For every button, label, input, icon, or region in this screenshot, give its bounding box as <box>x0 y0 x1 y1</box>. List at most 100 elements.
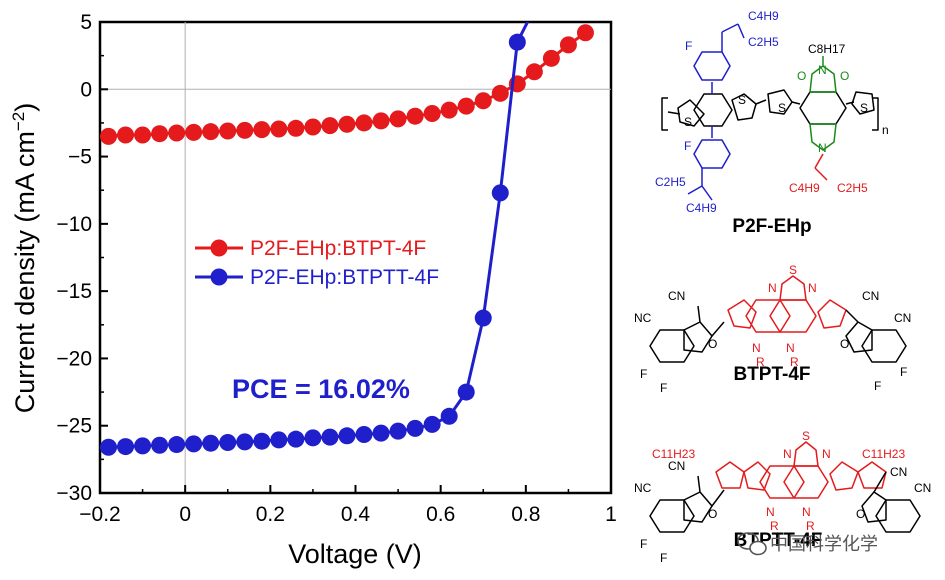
data-point <box>304 118 322 136</box>
legend: P2F-EHp:BTPT-4F P2F-EHp:BTPTT-4F <box>195 237 439 289</box>
polymer-repeat-n: n <box>882 123 889 137</box>
watermark: 中国科学化学 <box>737 532 878 556</box>
data-point <box>440 101 458 119</box>
y-tick-label: −30 <box>56 482 92 505</box>
x-tick-label: 1 <box>605 503 617 526</box>
btpt-left-f1: F <box>640 367 647 381</box>
polymer-structure-p2f-ehp: n S S F C4H9 C2H5 F C2H5 <box>655 9 889 237</box>
data-point <box>151 436 169 454</box>
bt-core <box>799 91 847 125</box>
bottom-fluorine: F <box>684 139 691 153</box>
btptt-right-oxygen: O <box>856 507 865 521</box>
y-tick-label: −5 <box>68 146 92 169</box>
imide-oxygen-left: O <box>797 69 806 83</box>
btpt-label: BTPT-4F <box>733 364 810 385</box>
btptt-left-f1: F <box>640 537 647 551</box>
btpt-right-cn1: CN <box>862 289 879 303</box>
data-point <box>185 123 203 141</box>
data-point <box>219 122 237 140</box>
polymer-label: P2F-EHp <box>732 216 811 237</box>
btpt-left-nc: NC <box>634 311 652 325</box>
top-c2h5: C2H5 <box>748 35 779 49</box>
top-c4h9: C4H9 <box>748 9 779 23</box>
btpt-core <box>727 275 847 333</box>
data-point <box>168 436 186 454</box>
data-point <box>185 435 203 453</box>
legend-label-btpt: P2F-EHp:BTPT-4F <box>250 237 426 260</box>
x-axis-title: Voltage (V) <box>288 539 422 569</box>
btptt-pyrrole-n2: N <box>802 505 811 519</box>
imide-nitrogen: N <box>818 63 827 77</box>
data-point <box>236 433 254 451</box>
imide-ring <box>809 56 837 93</box>
btptt-thiadiazole-n1: N <box>783 447 792 461</box>
acceptor-structure-btpt-4f: NC CN O F F S N N N R N R CN CN O F F BT… <box>634 263 911 395</box>
x-tick-label: 0.4 <box>341 503 371 526</box>
spacer-sulfur-1: S <box>778 101 786 115</box>
y-tick-label: 0 <box>80 78 92 101</box>
btptt-thiadiazole-n2: N <box>822 447 831 461</box>
y-axis-title: Current density (mA cm−2) <box>9 103 40 413</box>
data-point <box>542 49 560 67</box>
bdt-sulfur-right: S <box>738 93 746 107</box>
y-tick-label: −15 <box>56 280 92 303</box>
btptt-pyrrole-n1: N <box>766 505 775 519</box>
data-point <box>236 121 254 139</box>
btptt-thiadiazole-s: S <box>802 429 810 443</box>
x-tick-label: −0.2 <box>79 503 120 526</box>
data-point <box>559 36 577 54</box>
btpt-right-cn2: CN <box>894 311 911 325</box>
data-point <box>508 33 526 51</box>
data-point <box>270 431 288 449</box>
btptt-right-cn1: CN <box>890 465 907 479</box>
polymer-bracket-right <box>872 97 879 131</box>
data-point <box>168 124 186 142</box>
y-tick-label: −25 <box>56 415 92 438</box>
y-tick-label: −20 <box>56 347 92 370</box>
btpt-r1: R <box>756 355 765 369</box>
btpt-right-oxygen: O <box>840 337 849 351</box>
data-point <box>253 121 271 139</box>
data-point <box>355 425 373 443</box>
data-point <box>338 115 356 133</box>
btpt-right-f2: F <box>900 365 907 379</box>
btpt-left-f2: F <box>660 381 667 395</box>
watermark-text: 中国科学化学 <box>770 534 878 554</box>
data-point <box>117 438 135 456</box>
wechat-icon <box>737 532 767 556</box>
data-point <box>321 117 339 135</box>
series-btpt <box>100 24 594 145</box>
data-point <box>338 427 356 445</box>
data-point <box>151 125 169 143</box>
data-point <box>576 24 594 42</box>
btptt-r1: R <box>770 519 779 533</box>
data-point <box>372 424 390 442</box>
data-point <box>219 434 237 452</box>
data-point <box>474 92 492 110</box>
x-axis-ticks: −0.2 0 0.2 0.4 0.6 0.8 1 <box>79 485 617 526</box>
y-axis-ticks: 5 0 −5 −10 −15 −20 −25 −30 <box>56 11 108 505</box>
data-point <box>440 407 458 425</box>
y-tick-label: −10 <box>56 213 92 236</box>
btptt-right-cn2: CN <box>914 481 931 495</box>
bdt-sulfur-left: S <box>684 115 692 129</box>
x-tick-label: 0.6 <box>426 503 455 526</box>
data-point <box>389 422 407 440</box>
btpt-pyrrole-n2: N <box>786 341 795 355</box>
btptt-left-c11h23: C11H23 <box>652 447 695 461</box>
btptt-left-nc: NC <box>634 481 652 495</box>
legend-marker-btptt <box>210 268 228 286</box>
series-btptt <box>100 22 530 456</box>
data-point <box>134 126 152 144</box>
btpt-left-cn: CN <box>668 289 685 303</box>
btpt-thiadiazole-n1: N <box>768 281 777 295</box>
spacer-sulfur-2: S <box>860 101 868 115</box>
legend-marker-btpt <box>210 239 228 257</box>
data-point <box>355 114 373 132</box>
x-tick-label: 0 <box>179 503 191 526</box>
triazole-nitrogen: N <box>818 141 827 155</box>
btptt-left-oxygen: O <box>708 507 717 521</box>
btptt-right-end-group <box>861 471 921 533</box>
series-layer <box>100 22 594 456</box>
btpt-r2: R <box>790 355 799 369</box>
